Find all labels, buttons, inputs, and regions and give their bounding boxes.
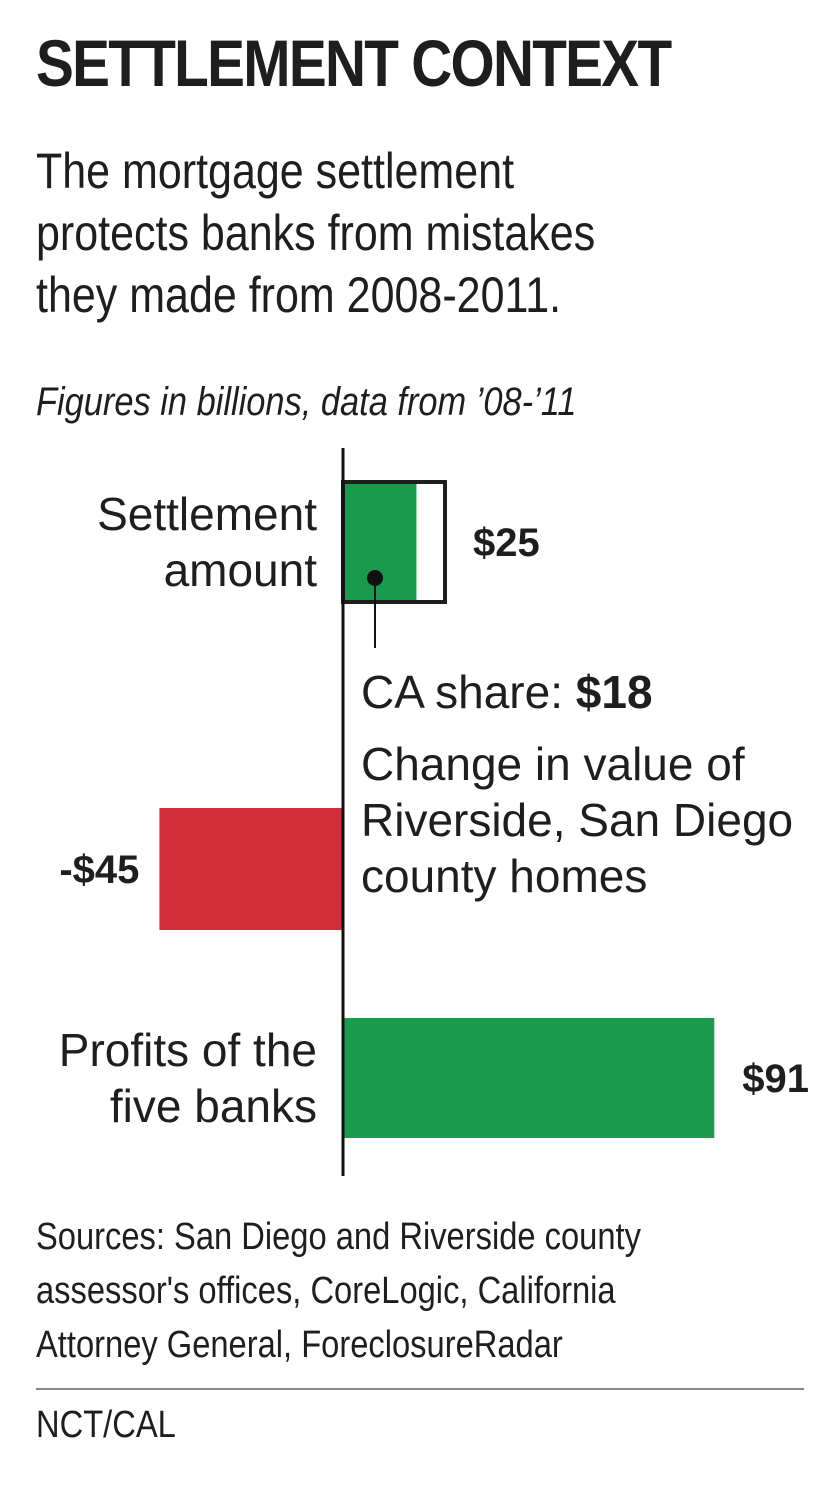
subtitle-line: The mortgage settlement bbox=[36, 143, 515, 199]
category-label: Riverside, San Diego bbox=[361, 794, 793, 846]
subtitle-line: they made from 2008-2011. bbox=[36, 267, 562, 323]
category-label: county homes bbox=[361, 850, 647, 902]
sources-note: Sources: San Diego and Riverside county … bbox=[36, 1210, 641, 1372]
category-label: Change in value of bbox=[361, 738, 745, 790]
category-label: amount bbox=[164, 544, 318, 596]
ca-share-label: CA share: $18 bbox=[361, 666, 653, 718]
value-label: $25 bbox=[473, 521, 540, 565]
sources-line: Sources: San Diego and Riverside county bbox=[36, 1216, 641, 1258]
credit-line: NCT/CAL bbox=[36, 1404, 176, 1446]
category-label: Settlement bbox=[97, 488, 317, 540]
sources-line: assessor's offices, CoreLogic, Californi… bbox=[36, 1270, 616, 1312]
category-label: Profits of the bbox=[59, 1024, 317, 1076]
value-label: $91 bbox=[742, 1057, 809, 1101]
bar-2 bbox=[343, 1018, 715, 1138]
ca-share-prefix: CA share: bbox=[361, 666, 576, 718]
sources-line: Attorney General, ForeclosureRadar bbox=[36, 1324, 563, 1366]
bar-1 bbox=[159, 808, 343, 930]
category-label: five banks bbox=[110, 1080, 317, 1132]
value-label: -$45 bbox=[59, 848, 139, 892]
subtitle-line: protects banks from mistakes bbox=[36, 205, 596, 261]
divider bbox=[36, 1388, 804, 1390]
chart-subtitle: The mortgage settlement protects banks f… bbox=[36, 140, 595, 326]
ca-share-value: $18 bbox=[576, 666, 653, 718]
units-note: Figures in billions, data from ’08-’11 bbox=[36, 380, 577, 424]
chart-title: SETTLEMENT CONTEXT bbox=[36, 26, 672, 100]
